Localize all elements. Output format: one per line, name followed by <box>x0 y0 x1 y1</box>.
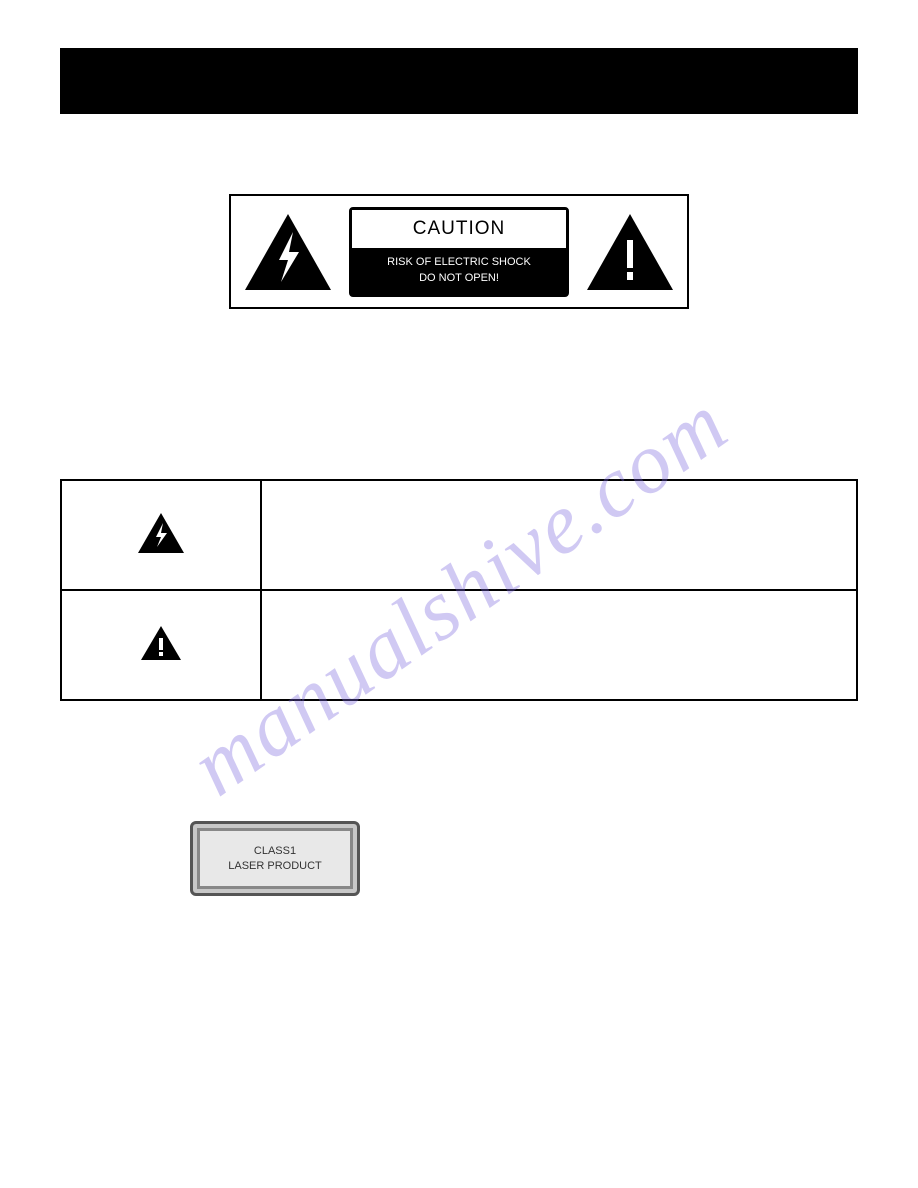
caution-line2: DO NOT OPEN! <box>419 271 499 286</box>
table-row <box>61 480 857 590</box>
exclaim-description-cell <box>261 590 857 700</box>
laser-line2: LASER PRODUCT <box>228 859 322 873</box>
laser-line1: CLASS1 <box>254 844 296 858</box>
lightning-triangle-icon <box>136 511 186 555</box>
header-black-bar <box>60 48 858 114</box>
table-row <box>61 590 857 700</box>
lightning-triangle-icon <box>243 212 333 292</box>
lightning-description-cell <box>261 480 857 590</box>
symbol-explanation-table <box>60 479 858 701</box>
caution-warning-box: CAUTION RISK OF ELECTRIC SHOCK DO NOT OP… <box>229 194 689 309</box>
caution-line1: RISK OF ELECTRIC SHOCK <box>387 255 531 270</box>
lightning-symbol-cell <box>61 480 261 590</box>
exclaim-triangle-icon <box>139 624 183 662</box>
caution-label: CAUTION RISK OF ELECTRIC SHOCK DO NOT OP… <box>349 207 569 297</box>
caution-body: RISK OF ELECTRIC SHOCK DO NOT OPEN! <box>352 248 566 294</box>
exclaim-triangle-icon <box>585 212 675 292</box>
laser-product-label: CLASS1 LASER PRODUCT <box>190 821 360 896</box>
caution-title: CAUTION <box>352 210 566 248</box>
exclaim-symbol-cell <box>61 590 261 700</box>
